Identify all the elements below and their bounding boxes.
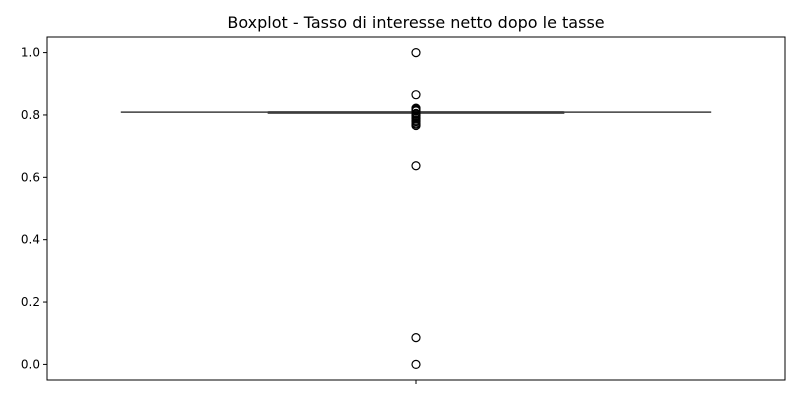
y-tick-label: 0.2: [21, 295, 40, 309]
outlier-point: [411, 359, 421, 370]
y-tick-label: 0.6: [21, 170, 40, 184]
chart-title: Boxplot - Tasso di interesse netto dopo …: [227, 13, 604, 32]
y-tick-label: 0.0: [21, 357, 40, 371]
y-tick-label: 0.4: [21, 233, 40, 247]
outlier-point: [411, 120, 421, 131]
y-axis: 0.0 0.2 0.4 0.6 0.8 1.0: [21, 46, 47, 371]
outlier-point: [411, 161, 421, 171]
y-tick-label: 0.8: [21, 108, 40, 122]
y-tick-label: 1.0: [21, 46, 40, 60]
axes-frame: [46, 36, 786, 381]
outlier-point: [411, 90, 421, 100]
outlier-point: [411, 47, 421, 58]
plot-area: [120, 47, 712, 370]
outlier-point: [411, 332, 421, 343]
